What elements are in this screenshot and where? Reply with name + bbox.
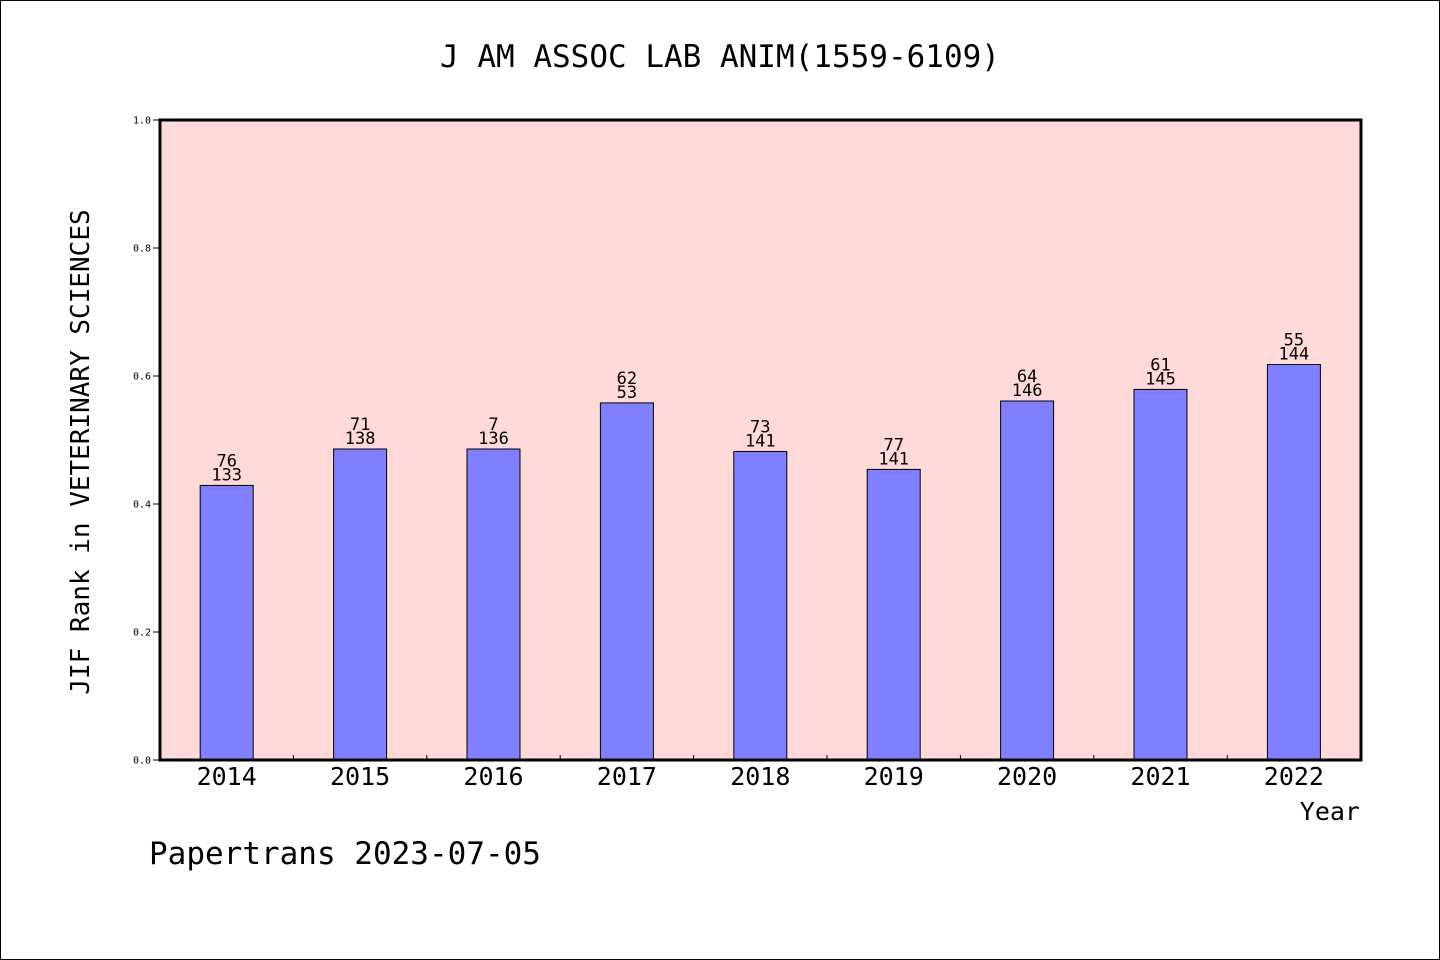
bars-group: [199, 364, 1321, 761]
bar-label-bottom-2021: 145: [1145, 369, 1176, 389]
bar-2016: [466, 448, 521, 761]
y-tick-label: 1.0: [133, 116, 151, 127]
bar-label-top-2018: 73: [750, 418, 770, 438]
bar-2018: [733, 451, 788, 761]
y-tick-label: 0.4: [133, 500, 151, 511]
y-axis: 0.0 0.2 0.4 0.6 0.8 1.0: [133, 116, 160, 767]
bar-label-bottom-2020: 146: [1012, 381, 1043, 401]
bar-2017: [599, 402, 654, 761]
x-tick-label-2022: 2022: [1264, 762, 1324, 791]
x-tick-label-2017: 2017: [597, 762, 657, 791]
bar-label-bottom-2017: 53: [617, 383, 637, 403]
bar-2019: [866, 468, 921, 761]
x-tick-label-2020: 2020: [997, 762, 1057, 791]
bar-2014: [199, 484, 254, 761]
plot-border: [158, 118, 1363, 762]
bar-label-bottom-2014: 133: [211, 465, 242, 485]
chart-title: J AM ASSOC LAB ANIM(1559-6109): [440, 39, 1000, 75]
bar-label-top-2016: 7: [488, 415, 498, 435]
y-tick-label: 0.2: [133, 628, 151, 639]
x-tick-label-2018: 2018: [730, 762, 790, 791]
x-tick-label-2015: 2015: [330, 762, 390, 791]
bar-label-bottom-2016: 136: [478, 429, 509, 449]
bar-label-top-2017: 62: [617, 369, 637, 389]
x-tick-label-2014: 2014: [197, 762, 257, 791]
bar-2015: [333, 448, 388, 761]
x-tick-label-2016: 2016: [463, 762, 523, 791]
bar-label-top-2020: 64: [1017, 367, 1037, 387]
bar-label-bottom-2022: 144: [1279, 345, 1310, 365]
bar-label-bottom-2019: 141: [878, 449, 909, 469]
y-tick-label: 0.6: [133, 372, 151, 383]
bar-2020: [1000, 400, 1055, 761]
bar-2022: [1266, 364, 1321, 761]
bar-label-top-2015: 71: [350, 415, 370, 435]
footer-credit: Papertrans 2023-07-05: [149, 836, 541, 872]
bar-label-bottom-2018: 141: [745, 432, 776, 452]
y-tick-label: 0.8: [133, 244, 151, 255]
bar-2021: [1133, 388, 1188, 761]
x-axis-label: Year: [1300, 797, 1360, 826]
y-tick-label: 0.0: [133, 756, 151, 767]
bar-label-top-2021: 61: [1150, 355, 1170, 375]
bar-label-top-2014: 76: [216, 451, 236, 471]
x-tick-label-2021: 2021: [1130, 762, 1190, 791]
x-tick-label-2019: 2019: [864, 762, 924, 791]
bar-label-top-2022: 55: [1284, 331, 1304, 351]
y-axis-label: JIF Rank in VETERINARY SCIENCES: [66, 209, 96, 694]
bar-label-top-2019: 77: [883, 435, 903, 455]
bar-label-bottom-2015: 138: [345, 429, 376, 449]
x-axis: 2014 2015 2016 2017 2018 2019 2020 2021 2022: [197, 755, 1324, 791]
